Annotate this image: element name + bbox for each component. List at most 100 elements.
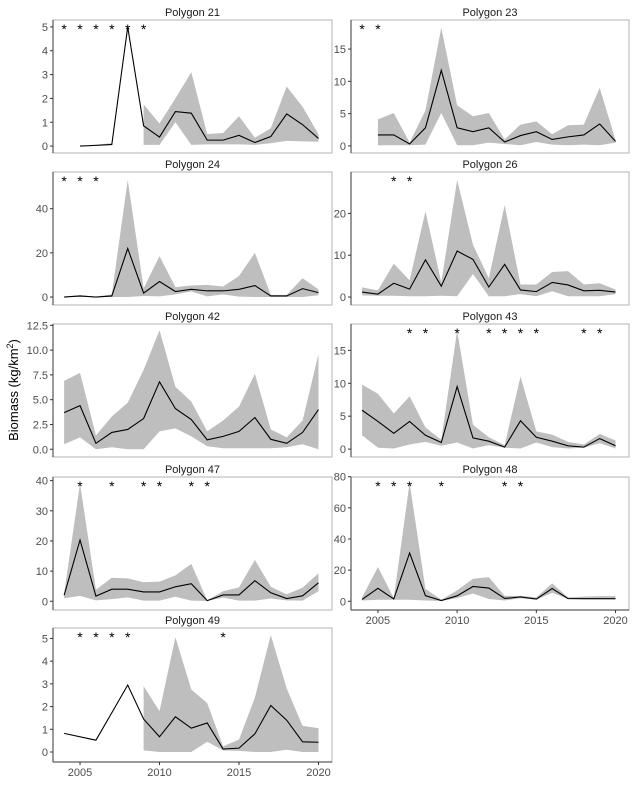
y-tick-label: 2.5 <box>33 419 48 431</box>
panel-title: Polygon 24 <box>165 159 220 171</box>
y-tick-label: 40 <box>334 534 346 546</box>
panel-frame <box>52 171 333 306</box>
confidence-band <box>362 330 616 449</box>
y-tick-label: 5 <box>340 109 346 121</box>
significance-star: * <box>359 21 365 37</box>
significance-star: * <box>391 173 397 189</box>
panel-polygon-43: Polygon 43 0 5 10 15 * * * * * * * * * <box>334 311 630 458</box>
y-tick-label: 5 <box>42 22 48 34</box>
y-tick-label: 4 <box>42 656 48 668</box>
y-tick-label: 20 <box>36 536 48 548</box>
panel-title: Polygon 42 <box>165 311 220 323</box>
y-tick-label: 4 <box>42 46 48 58</box>
significance-star: * <box>204 478 210 494</box>
significance-star: * <box>157 478 163 494</box>
panel-polygon-26: Polygon 26 0 10 20 * * <box>334 159 630 306</box>
y-tick-label: 40 <box>36 204 48 216</box>
panel-polygon-42: Polygon 42 0.0 2.5 5.0 7.5 10.0 12.5 <box>27 311 333 458</box>
significance-star: * <box>407 478 413 494</box>
significance-star: * <box>518 325 524 341</box>
significance-star: * <box>109 478 115 494</box>
y-tick-label: 5 <box>42 633 48 645</box>
y-tick-label: 10 <box>334 378 346 390</box>
x-tick-label: 2010 <box>445 615 469 627</box>
y-tick-label: 3 <box>42 70 48 82</box>
y-tick-label: 3 <box>42 679 48 691</box>
y-tick-label: 60 <box>334 503 346 515</box>
confidence-band <box>64 179 319 298</box>
y-tick-label: 0 <box>42 747 48 759</box>
panel-title: Polygon 43 <box>462 311 517 323</box>
panel-title: Polygon 21 <box>165 7 220 19</box>
y-tick-label: 20 <box>334 565 346 577</box>
significance-star: * <box>391 478 397 494</box>
x-tick-label: 2005 <box>366 615 390 627</box>
x-tick-label: 2010 <box>147 767 171 779</box>
panel-title: Polygon 49 <box>165 615 220 627</box>
confidence-band <box>362 179 616 297</box>
y-tick-label: 0.0 <box>33 444 48 456</box>
y-tick-label: 20 <box>36 248 48 260</box>
y-tick-label: 1 <box>42 117 48 129</box>
significance-star: * <box>375 21 381 37</box>
significance-star: * <box>518 478 524 494</box>
panel-polygon-47: Polygon 47 0 10 20 30 40 * * * * * * <box>36 464 333 611</box>
significance-star: * <box>77 173 83 189</box>
significance-star: * <box>454 325 460 341</box>
significance-star: * <box>375 478 381 494</box>
confidence-band <box>64 483 319 601</box>
significance-star: * <box>109 21 115 37</box>
x-tick-label: 2020 <box>603 615 627 627</box>
significance-star: * <box>502 325 508 341</box>
panel-polygon-23: Polygon 23 0 5 10 15 * * <box>334 7 630 154</box>
confidence-band <box>377 27 616 146</box>
y-tick-label: 7.5 <box>33 370 48 382</box>
significance-star: * <box>77 629 83 645</box>
mean-line <box>377 68 616 145</box>
significance-star: * <box>534 325 540 341</box>
significance-star: * <box>141 478 147 494</box>
significance-star: * <box>77 478 83 494</box>
significance-star: * <box>439 478 445 494</box>
y-tick-label: 80 <box>334 472 346 484</box>
y-tick-label: 0 <box>42 292 48 304</box>
x-tick-label: 2015 <box>227 767 251 779</box>
panel-title: Polygon 47 <box>165 464 220 476</box>
y-tick-label: 30 <box>36 506 48 518</box>
significance-star: * <box>597 325 603 341</box>
significance-star: * <box>141 21 147 37</box>
significance-star: * <box>125 629 131 645</box>
x-tick-label: 2015 <box>524 615 548 627</box>
y-tick-label: 0 <box>42 596 48 608</box>
confidence-band <box>143 635 319 753</box>
significance-star: * <box>486 325 492 341</box>
significance-star: * <box>407 325 413 341</box>
significance-star: * <box>125 21 131 37</box>
mean-line <box>64 683 319 750</box>
x-tick-label: 2020 <box>306 767 330 779</box>
significance-star: * <box>220 629 226 645</box>
confidence-band <box>64 330 319 450</box>
confidence-band <box>362 482 616 601</box>
y-tick-label: 10 <box>334 250 346 262</box>
y-tick-label: 1 <box>42 724 48 736</box>
panel-polygon-21: Polygon 21 0 1 2 3 4 5 * * * * * * <box>42 7 333 154</box>
y-tick-label: 2 <box>42 93 48 105</box>
y-tick-label: 5 <box>340 411 346 423</box>
panel-title: Polygon 23 <box>462 7 517 19</box>
y-tick-label: 0 <box>340 596 346 608</box>
panel-title: Polygon 26 <box>462 159 517 171</box>
significance-star: * <box>109 629 115 645</box>
panel-polygon-24: Polygon 24 0 20 40 * * * <box>36 159 333 306</box>
y-tick-label: 0 <box>340 292 346 304</box>
y-tick-label: 2 <box>42 702 48 714</box>
y-tick-label: 10.0 <box>27 345 48 357</box>
y-tick-label: 10 <box>334 76 346 88</box>
significance-star: * <box>423 325 429 341</box>
y-tick-label: 40 <box>36 476 48 488</box>
significance-star: * <box>93 21 99 37</box>
significance-star: * <box>189 478 195 494</box>
y-tick-label: 12.5 <box>27 320 48 332</box>
x-tick-label: 2005 <box>68 767 92 779</box>
